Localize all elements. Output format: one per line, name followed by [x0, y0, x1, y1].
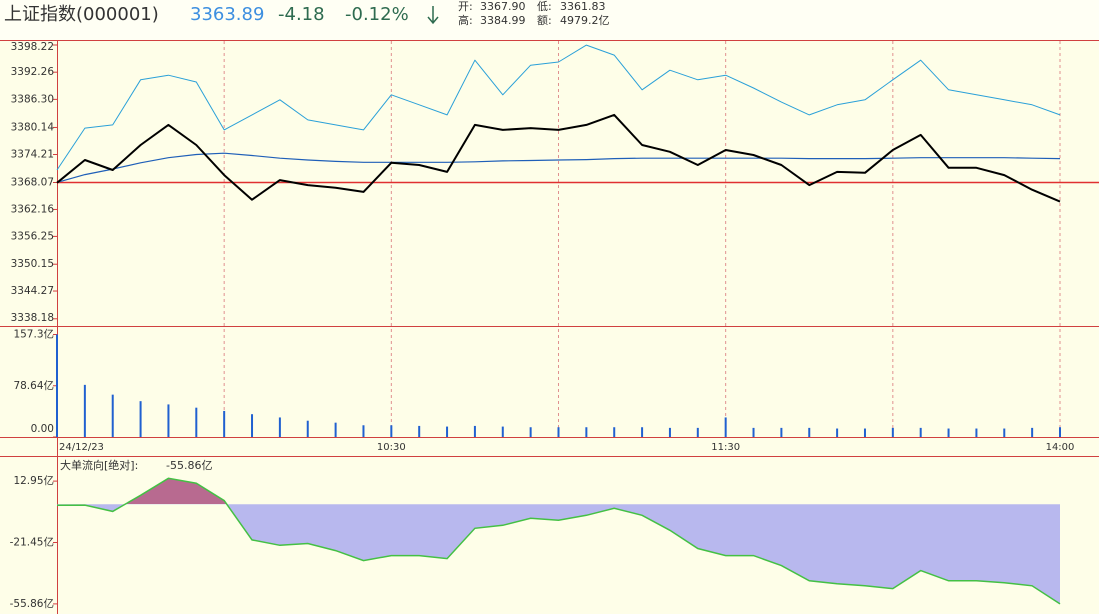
volume-bar	[557, 427, 560, 437]
y-tick-label: 3374.21	[11, 148, 54, 160]
y-tick-label: 12.95亿	[13, 474, 54, 487]
volume-bar	[223, 410, 226, 437]
volume-bar	[668, 427, 671, 437]
y-tick-label: -55.86亿	[10, 597, 54, 610]
volume-bar	[947, 428, 950, 437]
y-tick-label: 78.64亿	[13, 379, 54, 392]
volume-bar	[1003, 428, 1006, 437]
volume-bar	[975, 428, 978, 437]
high: 3384.99	[480, 14, 526, 27]
volume-bar	[111, 394, 114, 437]
change-pct: -0.12%	[345, 4, 409, 25]
volume-bar	[585, 427, 588, 437]
volume-bar	[418, 425, 421, 437]
down-arrow	[427, 6, 439, 25]
series-line	[56, 44, 1061, 171]
y-tick-label: 3344.27	[11, 285, 54, 297]
x-tick-label: 14:00	[1046, 442, 1075, 453]
y-tick-label: 3338.18	[11, 312, 54, 324]
volume-bar	[446, 426, 449, 437]
x-tick-label: 11:30	[711, 442, 740, 453]
frame	[0, 40, 1099, 614]
volume-bar	[641, 427, 644, 437]
volume-bar	[724, 417, 727, 437]
volume-bar	[836, 428, 839, 437]
volume-bar	[390, 425, 393, 437]
volume-bar	[613, 427, 616, 437]
y-tick-label: 3356.25	[11, 230, 54, 242]
amount-label: 额:	[537, 14, 552, 27]
change: -4.18	[278, 4, 325, 25]
volume-bar	[334, 422, 337, 437]
volume-bar	[1059, 427, 1061, 437]
index-title: 上证指数(000001)	[4, 4, 159, 25]
series-line	[56, 113, 1061, 203]
volume-bar	[251, 414, 254, 437]
y-tick-label: 0.00	[31, 423, 54, 435]
amount: 4979.2亿	[560, 14, 610, 27]
volume-bar	[752, 427, 755, 437]
volume-bar	[56, 334, 58, 437]
flow-line	[56, 477, 1061, 605]
volume-bar	[780, 427, 783, 437]
volume-bar	[278, 417, 281, 437]
y-tick-label: 3398.22	[11, 41, 54, 53]
y-tick-label: 3362.16	[11, 203, 55, 215]
x-tick-label: 24/12/23	[59, 442, 104, 453]
volume-bar	[362, 425, 365, 437]
volume-bar	[195, 407, 198, 437]
volume-bar	[808, 427, 811, 437]
volume-bar	[306, 420, 309, 437]
volume-bar	[919, 427, 922, 437]
y-tick-label: -21.45亿	[10, 535, 54, 548]
price: 3363.89	[190, 4, 264, 25]
volume-bar	[863, 428, 866, 437]
low-label: 低:	[537, 0, 552, 13]
y-tick-label: 3380.14	[11, 121, 55, 133]
volume-bar	[696, 427, 699, 437]
y-tick-label: 3368.07	[11, 176, 54, 188]
volume-bar	[891, 427, 894, 437]
volume-bar	[529, 427, 532, 437]
flow-area	[57, 478, 1060, 604]
volume-bar	[139, 401, 142, 437]
y-tick-label: 157.3亿	[13, 327, 54, 340]
volume-bar	[501, 426, 504, 437]
header-bg	[0, 0, 1099, 40]
x-tick-label: 10:30	[377, 442, 406, 453]
y-tick-label: 3350.15	[11, 258, 54, 270]
volume-bar	[83, 384, 86, 437]
high-label: 高:	[458, 13, 473, 27]
open: 3367.90	[480, 0, 526, 13]
y-tick-label: 3386.30	[11, 93, 54, 105]
low: 3361.83	[560, 0, 606, 13]
flow-title: 大单流向[绝对]:	[60, 458, 138, 472]
volume-bar	[167, 404, 170, 437]
y-tick-label: 3392.26	[11, 66, 55, 78]
flow-value: -55.86亿	[166, 459, 212, 472]
volume-bar	[1031, 427, 1034, 437]
open-label: 开:	[458, 0, 473, 13]
series-line	[56, 152, 1061, 183]
volume-bar	[473, 425, 476, 437]
